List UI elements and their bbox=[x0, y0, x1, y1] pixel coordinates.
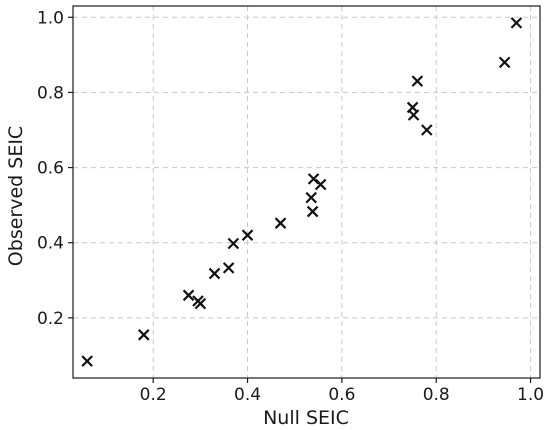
x-tick-label: 1.0 bbox=[517, 385, 544, 405]
data-points bbox=[81, 17, 523, 367]
x-tick-label: 0.4 bbox=[234, 385, 261, 405]
y-tick-label: 0.6 bbox=[37, 159, 64, 179]
data-point bbox=[498, 56, 511, 69]
data-point bbox=[421, 124, 433, 136]
x-axis-label: Null SEIC bbox=[263, 407, 349, 429]
data-point bbox=[411, 75, 424, 87]
data-point bbox=[241, 229, 254, 241]
data-point bbox=[305, 191, 317, 204]
y-axis-label: Observed SEIC bbox=[5, 126, 27, 266]
x-tick-label: 0.2 bbox=[140, 385, 167, 405]
data-point bbox=[81, 355, 93, 367]
data-point bbox=[306, 205, 319, 218]
data-point bbox=[314, 178, 327, 191]
data-point bbox=[137, 329, 150, 341]
y-tick-label: 1.0 bbox=[37, 8, 64, 28]
data-point bbox=[510, 17, 523, 29]
y-axis-ticks: 0.2 0.4 0.6 0.8 1.0 bbox=[37, 8, 73, 329]
y-tick-label: 0.8 bbox=[37, 83, 64, 103]
data-point bbox=[407, 109, 420, 121]
data-point bbox=[222, 262, 235, 274]
x-axis-ticks: 0.2 0.4 0.6 0.8 1.0 bbox=[140, 378, 544, 405]
data-point bbox=[194, 297, 207, 310]
plot-frame bbox=[72, 5, 541, 379]
y-tick-label: 0.4 bbox=[37, 234, 64, 254]
x-tick-label: 0.6 bbox=[328, 385, 355, 405]
data-point bbox=[182, 289, 195, 302]
data-point bbox=[227, 237, 240, 250]
data-point bbox=[208, 267, 221, 280]
x-tick-label: 0.8 bbox=[423, 385, 450, 405]
data-point bbox=[274, 217, 287, 229]
grid bbox=[73, 6, 540, 378]
y-tick-label: 0.2 bbox=[37, 309, 64, 329]
